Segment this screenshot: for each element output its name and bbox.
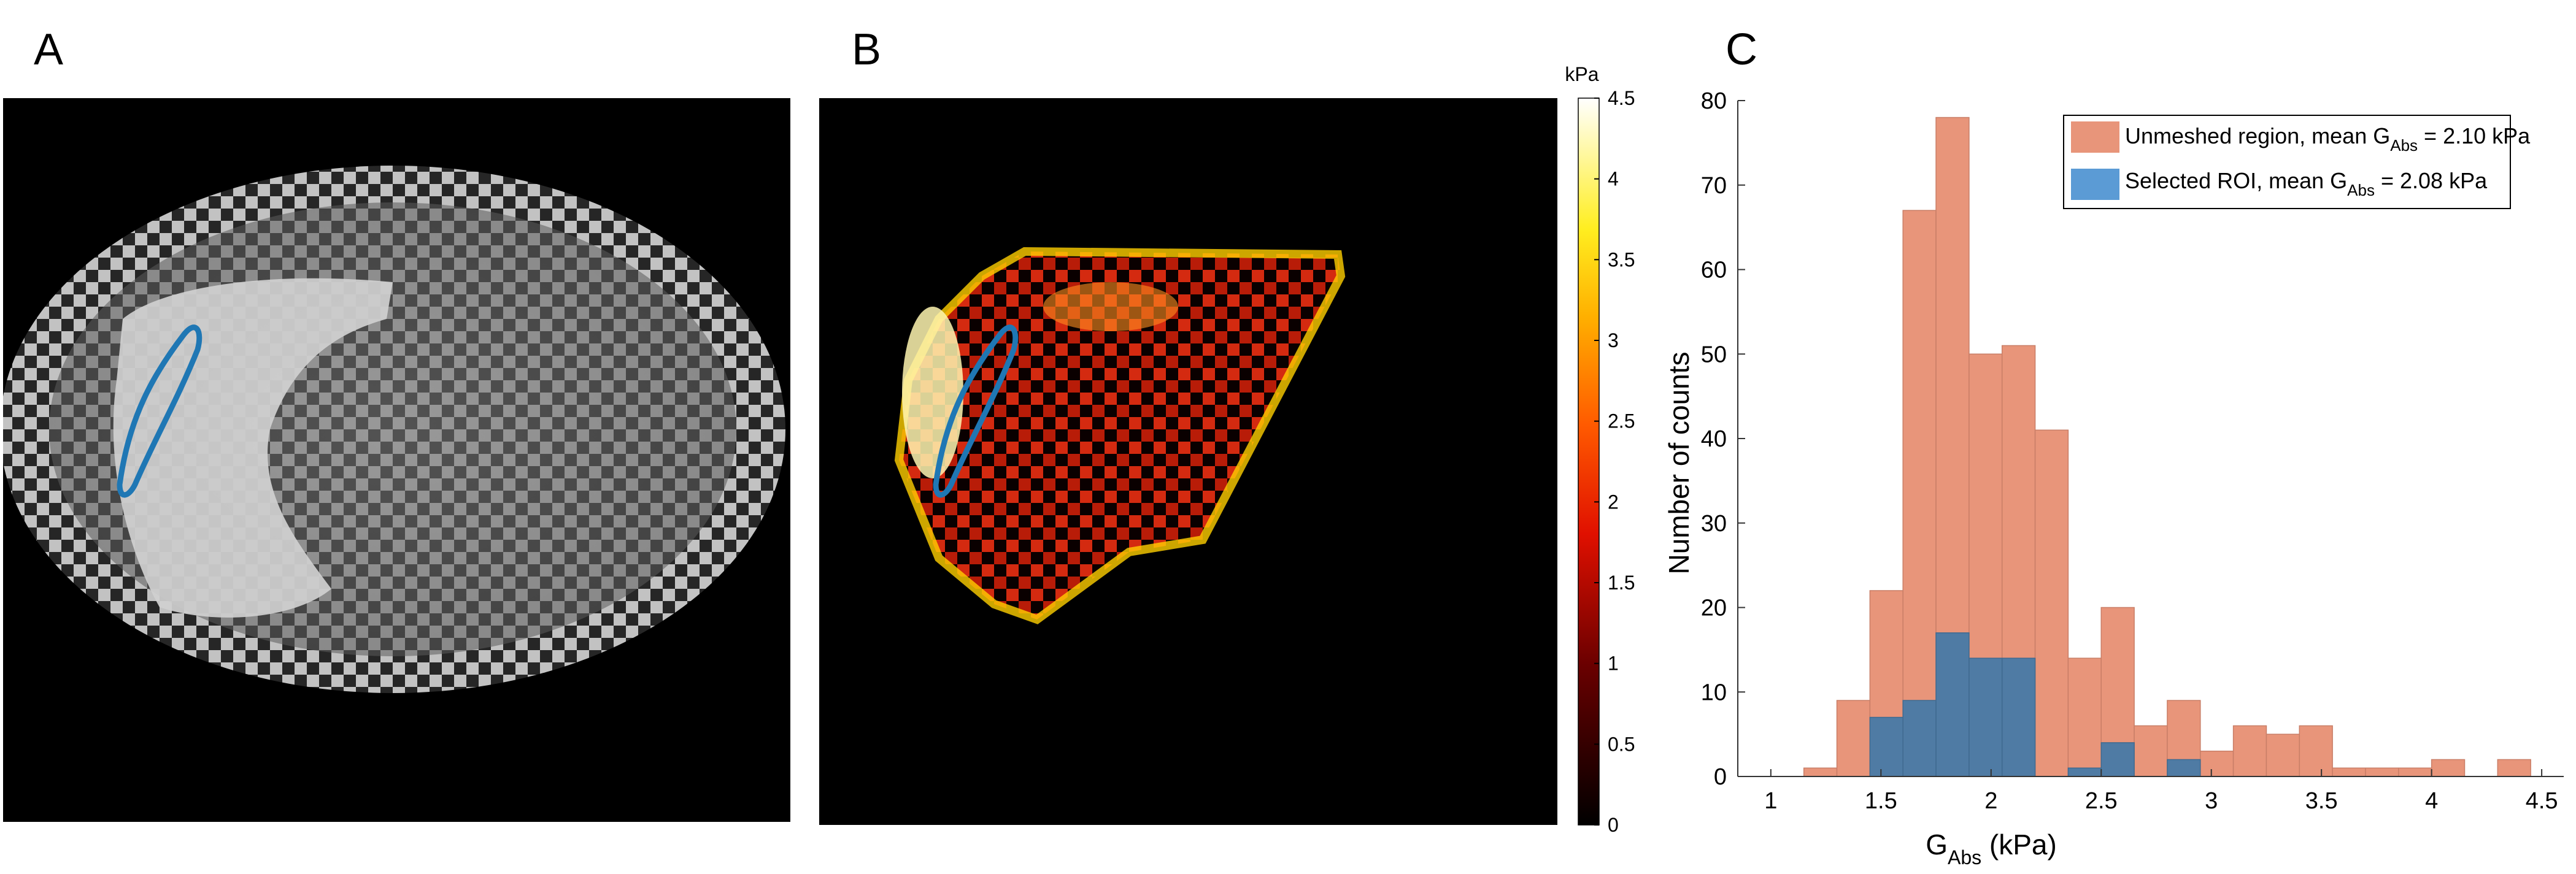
- legend-label-roi: Selected ROI, mean GAbs = 2.08 kPa: [2125, 168, 2488, 199]
- y-tick-label: 70: [1701, 173, 1727, 199]
- colorbar-tick-label: 1: [1608, 653, 1619, 675]
- x-tick-label: 4: [2425, 788, 2438, 814]
- bar-unmeshed: [2067, 657, 2102, 777]
- bar-unmeshed: [2134, 725, 2168, 777]
- y-tick-label: 30: [1701, 511, 1727, 537]
- bar-roi: [2067, 767, 2102, 777]
- bar-unmeshed: [1902, 210, 1937, 777]
- bar-unmeshed: [2398, 767, 2432, 777]
- colorbar-tick-label: 3: [1608, 329, 1619, 351]
- x-tick-label: 3: [2205, 788, 2218, 814]
- mri-image-panel: [3, 98, 790, 822]
- bar-roi: [1969, 657, 2003, 777]
- y-tick-label: 0: [1714, 764, 1727, 790]
- roi-contour-a: [117, 324, 202, 498]
- bar-unmeshed: [2431, 759, 2466, 777]
- panel-c-label: C: [1726, 25, 1757, 74]
- series-roi: [1869, 632, 2201, 777]
- colorbar-unit: kPa: [1565, 63, 1598, 85]
- series-unmeshed: [1803, 117, 2531, 777]
- stiffness-map: [899, 251, 1341, 619]
- colorbar-tick-label: 2: [1608, 491, 1619, 513]
- bar-roi: [1869, 716, 1903, 777]
- bar-roi: [2167, 759, 2201, 777]
- bar-unmeshed: [2365, 767, 2399, 777]
- x-axis-label: GAbs (kPa): [1926, 829, 2057, 868]
- y-tick-label: 60: [1701, 258, 1727, 283]
- y-axis-label: Number of counts: [1663, 351, 1695, 574]
- bar-roi: [2100, 742, 2135, 777]
- panel-a-label: A: [34, 25, 64, 74]
- colorbar-tick-label: 4: [1608, 168, 1619, 190]
- bar-roi: [1902, 700, 1937, 777]
- x-tick-label: 2: [1984, 788, 1997, 814]
- bar-unmeshed: [1836, 700, 1871, 777]
- axes: 1 1.5 2 2.5 3 3.5 4 4.5 0 10 20 30 40 50 60 70 80: [1701, 88, 2564, 814]
- colorbar-tick-label: 1.5: [1608, 572, 1635, 594]
- panel-b-label: B: [852, 25, 882, 74]
- y-tick-label: 50: [1701, 342, 1727, 367]
- x-tick-label: 4.5: [2526, 788, 2558, 814]
- y-tick-label: 10: [1701, 680, 1727, 705]
- colorbar: kPa 4.5 4 3.5 3 2.5 2 1.5 1 0.5 0: [1565, 63, 1635, 836]
- liver-region: [113, 278, 393, 618]
- bar-unmeshed: [1803, 767, 1838, 777]
- x-tick-label: 3.5: [2305, 788, 2338, 814]
- y-tick-label: 20: [1701, 596, 1727, 621]
- colorbar-tick-label: 4.5: [1608, 87, 1635, 109]
- colorbar-tick-label: 2.5: [1608, 410, 1635, 432]
- bar-roi: [1935, 632, 1970, 777]
- x-tick-label: 1: [1764, 788, 1777, 814]
- colorbar-tick-label: 3.5: [1608, 248, 1635, 270]
- legend-swatch-unmeshed: [2071, 121, 2119, 153]
- legend-swatch-roi: [2071, 169, 2119, 200]
- bar-unmeshed: [2497, 759, 2531, 777]
- y-tick-label: 80: [1701, 88, 1727, 114]
- roi-contour-b: [933, 324, 1019, 498]
- elastography-map-panel: [819, 98, 1557, 825]
- y-tick-label: 40: [1701, 426, 1727, 452]
- colorbar-tick-label: 0.5: [1608, 733, 1635, 755]
- x-tick-label: 1.5: [1865, 788, 1897, 814]
- x-tick-label: 2.5: [2085, 788, 2118, 814]
- colorbar-tick-label: 0: [1608, 814, 1619, 836]
- bar-unmeshed: [2266, 734, 2300, 777]
- legend-label-unmeshed: Unmeshed region, mean GAbs = 2.10 kPa: [2125, 123, 2531, 155]
- legend: Unmeshed region, mean GAbs = 2.10 kPa Se…: [2063, 115, 2531, 209]
- bar-unmeshed: [2200, 750, 2234, 777]
- colorbar-gradient: [1578, 98, 1600, 826]
- bar-unmeshed: [2034, 429, 2069, 777]
- bar-unmeshed: [2299, 725, 2333, 777]
- histogram-chart: 1 1.5 2 2.5 3 3.5 4 4.5 0 10 20 30 40 50 60 70 80 Number…: [1663, 88, 2564, 868]
- bar-unmeshed: [2232, 725, 2267, 777]
- bar-roi: [2001, 657, 2036, 777]
- bar-unmeshed: [2332, 767, 2366, 777]
